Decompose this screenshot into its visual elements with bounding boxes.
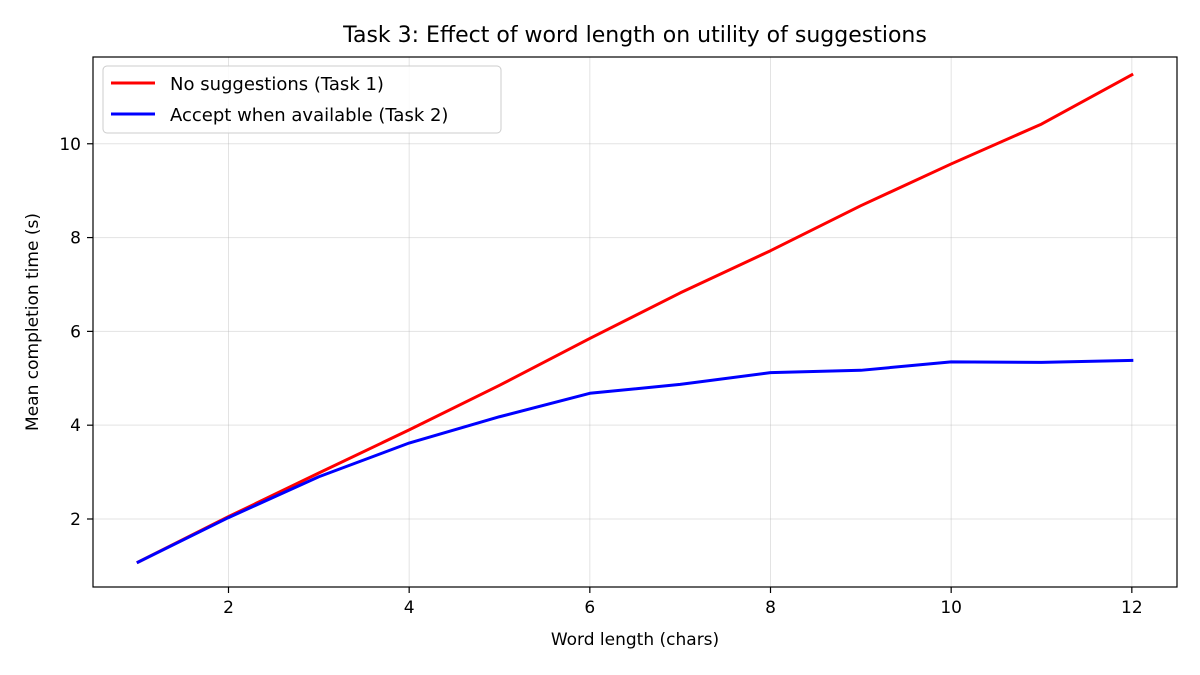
y-tick-label: 2	[70, 510, 81, 530]
y-tick-label: 6	[70, 322, 81, 342]
x-axis-label: Word length (chars)	[551, 630, 719, 650]
y-tick-label: 10	[59, 135, 81, 155]
x-tick-label: 2	[223, 598, 234, 618]
series-line-no-suggestions	[136, 72, 1134, 565]
plot-frame	[92, 56, 1178, 588]
legend-box	[102, 65, 502, 134]
x-tick-label: 10	[940, 598, 962, 618]
legend-label-accept-when-available: Accept when available (Task 2)	[170, 105, 448, 126]
y-tick-label: 4	[70, 416, 81, 436]
series-line-accept-when-available	[136, 358, 1134, 565]
series-layer	[136, 72, 1134, 565]
legend: No suggestions (Task 1) Accept when avai…	[102, 65, 502, 134]
x-tick-label: 12	[1121, 598, 1143, 618]
legend-label-no-suggestions: No suggestions (Task 1)	[170, 74, 384, 95]
axis-ticks: 2 4 6 8 10 12 2 4 6 8 10	[59, 135, 1142, 618]
x-tick-label: 8	[765, 598, 776, 618]
x-tick-label: 6	[584, 598, 595, 618]
chart-title: Task 3: Effect of word length on utility…	[342, 23, 927, 48]
x-tick-label: 4	[404, 598, 415, 618]
y-axis-label: Mean completion time (s)	[23, 213, 43, 431]
y-tick-label: 8	[70, 229, 81, 249]
